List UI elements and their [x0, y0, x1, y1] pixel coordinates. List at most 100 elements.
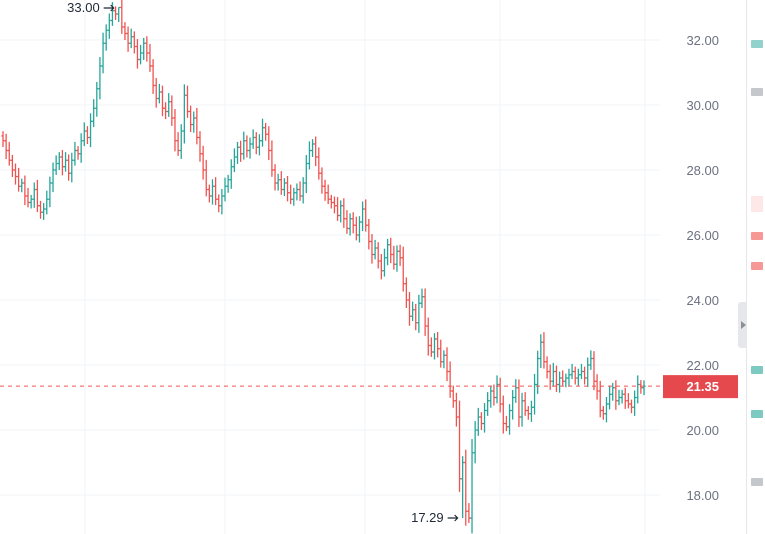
ohlc-bar: [54, 155, 58, 175]
panel-collapse-button[interactable]: [738, 302, 748, 348]
ohlc-bar: [189, 105, 193, 132]
ohlc-bar: [392, 245, 396, 270]
current-price-value: 21.35: [686, 379, 719, 394]
ohlc-bar: [376, 242, 380, 269]
grid: [0, 0, 660, 534]
ohlc-bar: [307, 141, 312, 170]
ohlc-bar: [339, 200, 343, 223]
ohlc-bar: [239, 140, 243, 162]
ohlc-bar: [626, 393, 630, 409]
ohlc-bar: [482, 403, 487, 433]
side-panel[interactable]: [746, 0, 765, 534]
ohlc-bar: [29, 194, 33, 209]
ohlc-bar: [179, 124, 183, 159]
ohlc-bar: [123, 22, 127, 40]
y-tick-label: 22.00: [686, 358, 719, 373]
ohlc-bar: [401, 246, 405, 292]
ohlc-bar: [226, 174, 230, 193]
panel-item-indicator: [751, 262, 763, 270]
ohlc-bar: [345, 210, 349, 234]
ohlc-bar: [432, 333, 437, 360]
ohlc-bar: [360, 201, 365, 232]
ohlc-bar: [45, 190, 49, 215]
ohlc-bar: [135, 39, 140, 69]
ohlc-bar: [260, 118, 265, 147]
ohlc-bar: [442, 350, 446, 369]
ohlc-bar: [317, 147, 321, 180]
ohlc-bar: [464, 449, 468, 526]
ohlc-bar: [270, 140, 274, 177]
ohlc-bar: [367, 218, 371, 250]
ohlc-bar: [85, 126, 90, 144]
ohlc-bar: [523, 392, 527, 416]
ohlc-bar: [279, 171, 283, 195]
ohlc-bar: [101, 32, 105, 74]
ohlc-bar: [217, 194, 221, 213]
ohlc-bar: [470, 439, 474, 534]
price-axis[interactable]: 18.00 20.00 22.00 24.00 26.00 28.00 30.00 32.00: [686, 33, 719, 503]
ohlc-bar: [63, 152, 68, 172]
ohlc-bar: [17, 167, 21, 192]
ohlc-bar: [545, 356, 549, 379]
ohlc-bar: [548, 364, 552, 390]
ohlc-bar: [235, 141, 240, 164]
ohlc-bar: [457, 400, 462, 492]
chevron-right-icon: [740, 321, 746, 329]
ohlc-bar: [207, 184, 211, 203]
ohlc-bar: [557, 371, 562, 393]
high-marker: 33.00: [67, 0, 115, 15]
ohlc-bar: [195, 107, 199, 145]
ohlc-bar: [35, 179, 39, 213]
ohlc-bar: [495, 375, 499, 404]
ohlc-bar: [92, 99, 96, 128]
ohlc-bar: [70, 152, 74, 183]
candles: [1, 0, 646, 534]
y-tick-label: 30.00: [686, 98, 719, 113]
ohlc-bar: [504, 415, 509, 432]
ohlc-bar: [248, 137, 252, 159]
ohlc-bar: [479, 412, 484, 430]
ohlc-bar: [79, 133, 83, 163]
ohlc-bar: [182, 84, 186, 144]
ohlc-bar: [436, 332, 440, 358]
ohlc-bar: [620, 389, 624, 404]
ohlc-bar: [614, 380, 618, 410]
ohlc-bar: [532, 373, 537, 415]
ohlc-bar: [10, 154, 14, 177]
ohlc-bar: [536, 350, 540, 394]
ohlc-bar: [386, 238, 390, 266]
ohlc-bar: [604, 397, 609, 423]
chart-canvas[interactable]: 18.00 20.00 22.00 24.00 26.00 28.00 30.00 32.00…: [0, 0, 746, 534]
ohlc-bar: [514, 379, 518, 403]
ohlc-bar: [117, 6, 121, 23]
ohlc-bar: [73, 141, 77, 166]
ohlc-bar: [292, 187, 296, 206]
ohlc-bar: [282, 178, 287, 196]
ohlc-bar: [251, 129, 255, 149]
ohlc-bar: [589, 350, 593, 370]
high-arrow-icon: [103, 4, 115, 12]
ohlc-bar: [467, 503, 471, 523]
ohlc-bar: [120, 0, 124, 34]
ohlc-bar: [451, 385, 455, 408]
panel-item-indicator: [751, 88, 763, 96]
ohlc-bar: [310, 139, 315, 157]
ohlc-bar: [370, 234, 374, 264]
ohlc-bar: [554, 365, 559, 392]
panel-item-indicator: [751, 232, 763, 240]
ohlc-bar: [423, 288, 427, 336]
ohlc-bar: [395, 245, 399, 272]
ohlc-bar: [198, 131, 202, 162]
ohlc-bar: [276, 173, 280, 191]
ohlc-bar: [489, 385, 493, 408]
ohlc-bar: [23, 175, 27, 206]
ohlc-bar: [486, 392, 490, 416]
ohlc-bar: [407, 292, 412, 326]
ohlc-bar: [335, 197, 340, 221]
ohlc-bar: [348, 213, 352, 236]
ohlc-bar: [529, 400, 534, 422]
ohlc-bar: [567, 368, 571, 386]
ohlc-bar: [20, 178, 24, 193]
ohlc-bar: [60, 150, 65, 176]
